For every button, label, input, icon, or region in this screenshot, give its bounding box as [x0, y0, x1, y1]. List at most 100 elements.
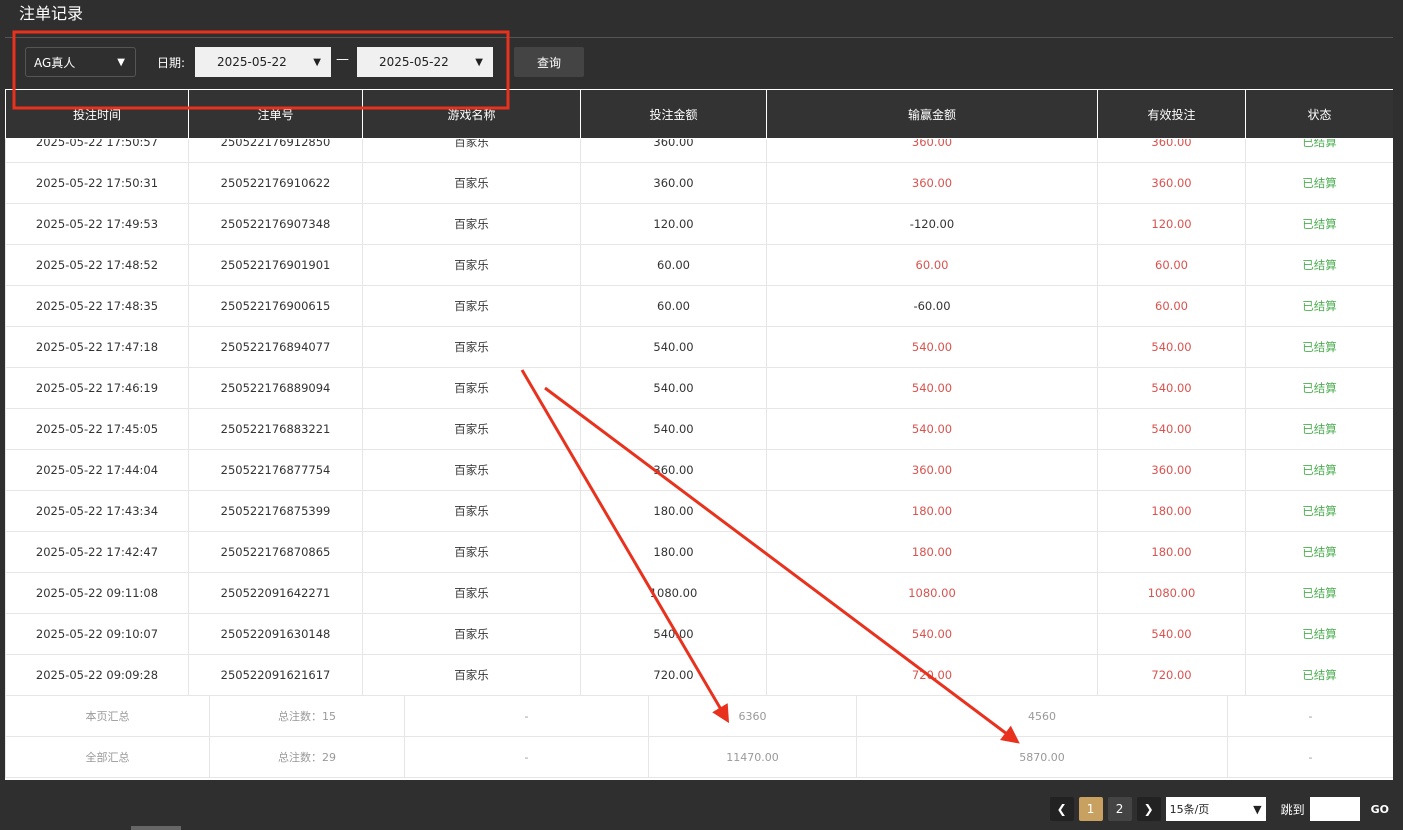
table-row: 2025-05-22 17:42:47 250522176870865 百家乐 180…	[5, 531, 1393, 573]
win-loss-cell: 360.00	[766, 449, 1098, 491]
bet-time-cell: 2025-05-22 17:47:18	[5, 326, 189, 368]
bet-time-cell: 2025-05-22 09:10:07	[5, 613, 189, 655]
col-bet-time: 投注时间	[5, 89, 189, 139]
table-row: 2025-05-22 17:45:05 250522176883221 百家乐 540…	[5, 408, 1393, 450]
next-page-button[interactable]: ❯	[1136, 797, 1161, 821]
win-loss-cell: 540.00	[766, 613, 1098, 655]
game-name-cell: 百家乐	[362, 326, 581, 368]
jump-label: 跳到	[1280, 802, 1305, 817]
win-loss-cell: 540.00	[766, 408, 1098, 450]
game-name-cell: 百家乐	[362, 531, 581, 573]
summary-cell: -	[404, 695, 649, 737]
summary-cell: -	[1227, 695, 1393, 737]
win-loss-cell: 540.00	[766, 367, 1098, 409]
status-cell: 已结算	[1245, 203, 1393, 245]
valid-bet-cell: 540.00	[1097, 367, 1246, 409]
bet-table[interactable]: 2025-05-22 17:50:57 250522176912850 百家乐 360…	[5, 89, 1393, 780]
summary-cell: 11470.00	[648, 736, 857, 778]
col-game-name: 游戏名称	[362, 89, 581, 139]
prev-page-button[interactable]: ❮	[1049, 797, 1074, 821]
valid-bet-cell: 540.00	[1097, 326, 1246, 368]
summary-table: 本页汇总 总注数：15-6360 4560- 全部汇总 总注数：29-11470.00 5…	[5, 695, 1393, 778]
valid-bet-cell: 60.00	[1097, 244, 1246, 286]
table-row: 2025-05-22 09:09:28 250522091621617 百家乐 720…	[5, 654, 1393, 696]
bet-id-cell: 250522176901901	[188, 244, 363, 286]
summary-row: 全部汇总 总注数：29-11470.00 5870.00-	[5, 736, 1393, 778]
table-row: 2025-05-22 17:49:53 250522176907348 百家乐 120…	[5, 203, 1393, 245]
bet-table-header: 投注时间 注单号 游戏名称 投注金额 输赢金额 有效投注 状态	[5, 89, 1393, 139]
bet-amount-cell: 360.00	[580, 162, 767, 204]
table-row: 2025-05-22 17:46:19 250522176889094 百家乐 540…	[5, 367, 1393, 409]
status-cell: 已结算	[1245, 490, 1393, 532]
bet-amount-cell: 120.00	[580, 203, 767, 245]
start-date-select[interactable]: 2025-05-22 ▼	[195, 47, 331, 77]
bet-time-cell: 2025-05-22 17:49:53	[5, 203, 189, 245]
win-loss-cell: 540.00	[766, 326, 1098, 368]
chevron-left-icon: ❮	[1056, 802, 1067, 816]
win-loss-cell: 360.00	[766, 162, 1098, 204]
status-cell: 已结算	[1245, 408, 1393, 450]
horizontal-scrollbar[interactable]	[131, 826, 181, 830]
status-cell: 已结算	[1245, 162, 1393, 204]
bet-amount-cell: 720.00	[580, 654, 767, 696]
page-size-select[interactable]: 15条/页 ▼	[1165, 797, 1266, 821]
bet-id-cell: 250522176875399	[188, 490, 363, 532]
chevron-down-icon: ▼	[475, 56, 483, 68]
table-row: 2025-05-22 17:43:34 250522176875399 百家乐 180…	[5, 490, 1393, 532]
bet-time-cell: 2025-05-22 17:48:35	[5, 285, 189, 327]
chevron-down-icon: ▼	[117, 56, 125, 68]
page-2-button[interactable]: 2	[1107, 797, 1132, 821]
chevron-right-icon: ❯	[1143, 802, 1154, 816]
win-loss-cell: 60.00	[766, 244, 1098, 286]
status-cell: 已结算	[1245, 531, 1393, 573]
date-separator: —	[336, 52, 349, 67]
table-row: 2025-05-22 17:47:18 250522176894077 百家乐 540…	[5, 326, 1393, 368]
bet-amount-cell: 180.00	[580, 490, 767, 532]
game-name-cell: 百家乐	[362, 408, 581, 450]
bet-time-cell: 2025-05-22 17:46:19	[5, 367, 189, 409]
end-date-value: 2025-05-22	[379, 55, 449, 69]
bet-amount-cell: 540.00	[580, 613, 767, 655]
summary-cell: 本页汇总	[5, 695, 210, 737]
jump-page-input[interactable]	[1309, 797, 1360, 821]
bet-id-cell: 250522091642271	[188, 572, 363, 614]
query-button[interactable]: 查询	[514, 47, 584, 77]
game-name-cell: 百家乐	[362, 285, 581, 327]
bet-amount-cell: 540.00	[580, 408, 767, 450]
win-loss-cell: -120.00	[766, 203, 1098, 245]
pagination: ❮ 1 2 ❯ 15条/页 ▼ 跳到 GO	[1049, 797, 1389, 821]
col-win-loss: 输赢金额	[766, 89, 1098, 139]
game-select[interactable]: AG真人 ▼	[25, 47, 136, 77]
bet-time-cell: 2025-05-22 17:43:34	[5, 490, 189, 532]
game-name-cell: 百家乐	[362, 490, 581, 532]
bet-table-body: 2025-05-22 17:50:57 250522176912850 百家乐 360…	[5, 121, 1393, 696]
go-button[interactable]: GO	[1370, 802, 1389, 816]
page-1-button[interactable]: 1	[1078, 797, 1103, 821]
win-loss-cell: 720.00	[766, 654, 1098, 696]
col-status: 状态	[1245, 89, 1393, 139]
status-cell: 已结算	[1245, 654, 1393, 696]
page-title: 注单记录	[19, 4, 84, 23]
summary-cell: -	[404, 736, 649, 778]
bet-time-cell: 2025-05-22 09:09:28	[5, 654, 189, 696]
bet-amount-cell: 540.00	[580, 367, 767, 409]
page-size-value: 15条/页	[1169, 803, 1210, 816]
win-loss-cell: 180.00	[766, 531, 1098, 573]
bet-amount-cell: 1080.00	[580, 572, 767, 614]
game-name-cell: 百家乐	[362, 244, 581, 286]
table-row: 2025-05-22 09:11:08 250522091642271 百家乐 108…	[5, 572, 1393, 614]
date-label: 日期:	[157, 56, 186, 70]
bet-time-cell: 2025-05-22 17:45:05	[5, 408, 189, 450]
start-date-value: 2025-05-22	[217, 55, 287, 69]
bet-id-cell: 250522091621617	[188, 654, 363, 696]
bet-amount-cell: 360.00	[580, 449, 767, 491]
valid-bet-cell: 540.00	[1097, 408, 1246, 450]
bet-amount-cell: 60.00	[580, 285, 767, 327]
chevron-down-icon: ▼	[313, 56, 321, 68]
status-cell: 已结算	[1245, 367, 1393, 409]
valid-bet-cell: 180.00	[1097, 490, 1246, 532]
col-valid-bet: 有效投注	[1097, 89, 1246, 139]
bet-id-cell: 250522176910622	[188, 162, 363, 204]
end-date-select[interactable]: 2025-05-22 ▼	[357, 47, 493, 77]
status-cell: 已结算	[1245, 244, 1393, 286]
